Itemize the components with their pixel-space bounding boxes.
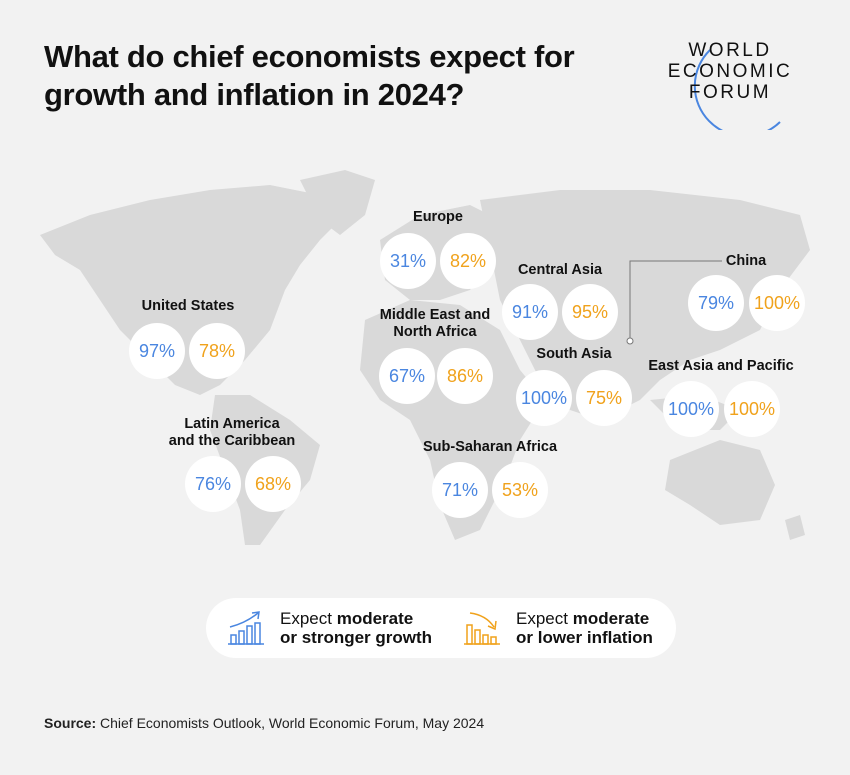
region-label-latin-america: Latin America and the Caribbean [169,416,296,450]
legend-text-inflation: Expect moderate or lower inflation [516,609,653,647]
growth-value-east-asia-pacific: 100% [663,381,719,437]
logo-line: FORUM [688,82,772,103]
inflation-value-south-asia: 75% [576,370,632,426]
region-label-europe: Europe [413,209,463,225]
growth-value-china: 79% [688,275,744,331]
inflation-value-china: 100% [749,275,805,331]
region-label-central-asia: Central Asia [517,262,603,278]
growth-value-europe: 31% [380,233,436,289]
inflation-value-united-states: 78% [189,323,245,379]
region-label-south-asia: South Asia [536,346,612,362]
page-title: What do chief economists expect for grow… [44,39,575,112]
region-label-china: China [725,253,767,269]
wef-logo: WORLD ECONOMIC FORUM [660,40,800,130]
label-line: Middle East and [379,307,491,323]
label-line: North Africa [393,324,477,340]
region-label-mena: Middle East and North Africa [380,307,490,341]
region-label-sub-saharan-africa: Sub-Saharan Africa [422,439,558,455]
legend-item-inflation: Expect moderate or lower inflation [462,609,653,647]
source-note: Source: Chief Economists Outlook, World … [44,715,485,731]
growth-value-sub-saharan-africa: 71% [432,462,488,518]
region-label-united-states: United States [141,298,235,314]
growth-value-united-states: 97% [129,323,185,379]
inflation-value-latin-america: 68% [245,456,301,512]
rising-bar-chart-icon [228,611,264,645]
label-line: Latin America [184,416,280,432]
logo-arc-icon [693,49,781,130]
logo-line: WORLD [688,40,772,61]
inflation-value-central-asia: 95% [562,284,618,340]
region-label-east-asia-pacific: East Asia and Pacific [648,358,794,374]
inflation-value-sub-saharan-africa: 53% [492,462,548,518]
falling-bar-chart-icon [464,612,500,645]
legend: Expect moderate or stronger growth Expect… [206,598,676,658]
inflation-value-east-asia-pacific: 100% [724,381,780,437]
logo-line: ECONOMIC [667,61,793,82]
inflation-value-mena: 86% [437,348,493,404]
legend-item-growth: Expect moderate or stronger growth [226,609,432,647]
growth-value-mena: 67% [379,348,435,404]
label-line: and the Caribbean [168,433,296,449]
growth-value-south-asia: 100% [516,370,572,426]
legend-text-growth: Expect moderate or stronger growth [280,609,433,647]
growth-value-central-asia: 91% [502,284,558,340]
inflation-value-europe: 82% [440,233,496,289]
growth-value-latin-america: 76% [185,456,241,512]
